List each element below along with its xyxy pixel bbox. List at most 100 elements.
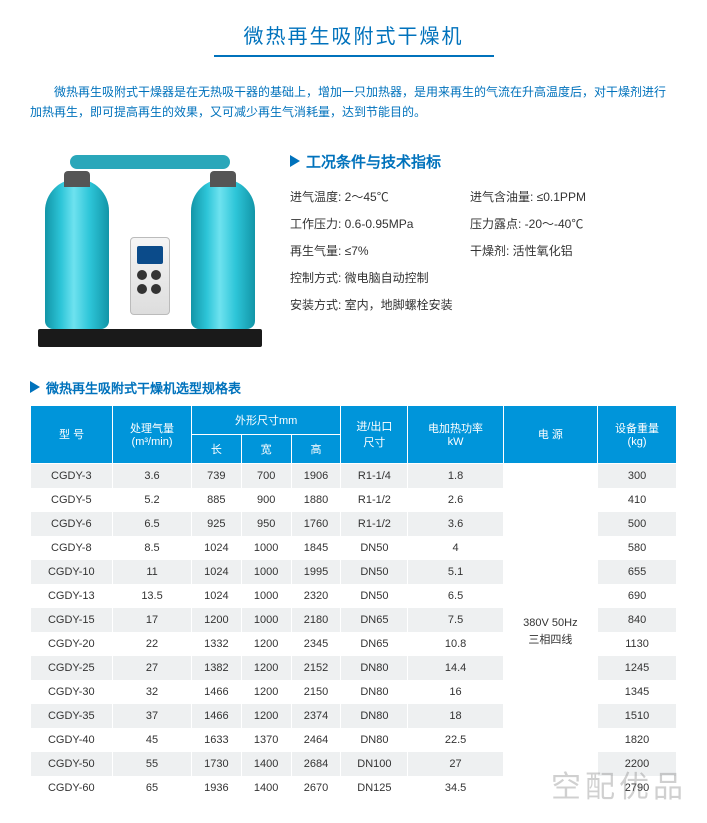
intro-text: 微热再生吸附式干燥器是在无热吸干器的基础上，增加一只加热器，是用来再生的气流在升… — [30, 82, 677, 123]
th-weight-unit: (kg) — [602, 436, 672, 448]
table-cell: 22 — [113, 632, 192, 656]
table-cell: 1820 — [598, 728, 677, 752]
table-cell: DN50 — [341, 560, 408, 584]
table-cell: CGDY-25 — [31, 656, 113, 680]
triangle-icon — [290, 155, 300, 167]
table-cell: DN80 — [341, 656, 408, 680]
th-dim: 外形尺寸mm — [191, 405, 340, 434]
table-cell: CGDY-35 — [31, 704, 113, 728]
table-cell: 2374 — [291, 704, 341, 728]
table-cell: 32 — [113, 680, 192, 704]
table-cell: DN65 — [341, 608, 408, 632]
table-cell: DN50 — [341, 584, 408, 608]
tank-left-icon — [45, 179, 109, 329]
spec-title-text: 工况条件与技术指标 — [306, 151, 441, 172]
table-cell: CGDY-15 — [31, 608, 113, 632]
table-cell: 1000 — [241, 536, 291, 560]
table-cell: 1024 — [191, 584, 241, 608]
table-cell: 6.5 — [408, 584, 503, 608]
th-port: 进/出口 尺寸 — [341, 405, 408, 463]
table-cell: DN65 — [341, 632, 408, 656]
table-cell: CGDY-5 — [31, 488, 113, 512]
table-body: CGDY-33.67397001906R1-1/41.8380V 50Hz 三相… — [31, 463, 677, 800]
table-cell: 1760 — [291, 512, 341, 536]
table-cell: 1000 — [241, 608, 291, 632]
th-air-label: 处理气量 — [117, 420, 187, 436]
table-cell: 1845 — [291, 536, 341, 560]
table-cell: 10.8 — [408, 632, 503, 656]
table-cell: DN100 — [341, 752, 408, 776]
table-cell: 45 — [113, 728, 192, 752]
table-cell: DN50 — [341, 536, 408, 560]
table-cell: 2790 — [598, 776, 677, 800]
table-cell: 6.5 — [113, 512, 192, 536]
hero-section: 工况条件与技术指标 进气温度: 2～45℃ 进气含油量: ≤0.1PPM 工作压… — [30, 143, 677, 353]
table-cell: 1400 — [241, 776, 291, 800]
product-image — [30, 143, 270, 353]
table-cell: 2670 — [291, 776, 341, 800]
table-cell: CGDY-3 — [31, 463, 113, 488]
table-cell: 1000 — [241, 560, 291, 584]
table-cell: 1880 — [291, 488, 341, 512]
table-cell: 2464 — [291, 728, 341, 752]
table-cell: DN80 — [341, 704, 408, 728]
th-port-label: 进/出口 — [345, 418, 403, 434]
table-cell: 580 — [598, 536, 677, 560]
table-cell: 13.5 — [113, 584, 192, 608]
table-cell: 14.4 — [408, 656, 503, 680]
table-cell: 1510 — [598, 704, 677, 728]
spec-regen-air: 再生气量: ≤7% — [290, 242, 470, 259]
triangle-icon — [30, 381, 40, 393]
base-icon — [38, 329, 262, 347]
table-cell: 925 — [191, 512, 241, 536]
table-cell: 2180 — [291, 608, 341, 632]
table-cell: CGDY-8 — [31, 536, 113, 560]
table-cell: R1-1/2 — [341, 488, 408, 512]
table-cell: 1200 — [241, 632, 291, 656]
table-cell: 1730 — [191, 752, 241, 776]
spec-inlet-temp: 进气温度: 2～45℃ — [290, 188, 470, 205]
table-row: CGDY-33.67397001906R1-1/41.8380V 50Hz 三相… — [31, 463, 677, 488]
table-cell: 1466 — [191, 704, 241, 728]
table-cell: 18 — [408, 704, 503, 728]
table-cell: DN80 — [341, 728, 408, 752]
th-air-unit: (m³/min) — [117, 436, 187, 448]
th-wid: 宽 — [241, 434, 291, 463]
table-cell: 2684 — [291, 752, 341, 776]
table-cell: 11 — [113, 560, 192, 584]
table-cell: 8.5 — [113, 536, 192, 560]
table-header: 型 号 处理气量 (m³/min) 外形尺寸mm 进/出口 尺寸 电加热功率 k… — [31, 405, 677, 463]
table-cell: 2345 — [291, 632, 341, 656]
table-cell: 1995 — [291, 560, 341, 584]
th-port-sub: 尺寸 — [345, 434, 403, 450]
table-cell: 3.6 — [408, 512, 503, 536]
spec-pressure: 工作压力: 0.6-0.95MPa — [290, 215, 470, 232]
th-heat-unit: kW — [412, 436, 498, 448]
table-cell: 1130 — [598, 632, 677, 656]
table-cell: 1382 — [191, 656, 241, 680]
title-wrap: 微热再生吸附式干燥机 — [30, 20, 677, 57]
table-cell: 7.5 — [408, 608, 503, 632]
table-cell: 1633 — [191, 728, 241, 752]
table-cell: 950 — [241, 512, 291, 536]
table-cell: DN125 — [341, 776, 408, 800]
table-cell: CGDY-10 — [31, 560, 113, 584]
spec-desiccant: 干燥剂: 活性氧化铝 — [470, 242, 650, 259]
table-cell: R1-1/4 — [341, 463, 408, 488]
table-cell: DN80 — [341, 680, 408, 704]
th-weight-label: 设备重量 — [602, 420, 672, 436]
table-cell: 690 — [598, 584, 677, 608]
table-cell: CGDY-40 — [31, 728, 113, 752]
tank-right-icon — [191, 179, 255, 329]
table-cell: 65 — [113, 776, 192, 800]
table-cell: 2.6 — [408, 488, 503, 512]
page: 微热再生吸附式干燥机 微热再生吸附式干燥器是在无热吸干器的基础上，增加一只加热器… — [0, 0, 707, 820]
table-cell: CGDY-13 — [31, 584, 113, 608]
table-cell: CGDY-20 — [31, 632, 113, 656]
table-cell: 16 — [408, 680, 503, 704]
table-cell: 1400 — [241, 752, 291, 776]
table-cell: 2320 — [291, 584, 341, 608]
page-title: 微热再生吸附式干燥机 — [214, 20, 494, 57]
table-cell: 655 — [598, 560, 677, 584]
table-cell: 17 — [113, 608, 192, 632]
